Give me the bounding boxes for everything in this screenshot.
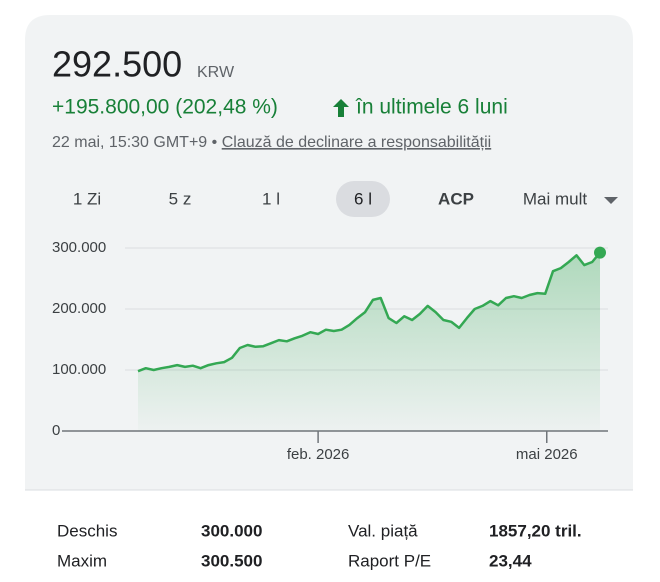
stats-table: Deschis 300.000 Val. piață 1857,20 tril. Max… (57, 521, 582, 570)
dropdown-arrow[interactable] (604, 197, 618, 204)
currency: KRW (197, 64, 235, 81)
stat-value: 23,44 (489, 551, 532, 570)
price: 292.500 (52, 44, 182, 85)
stat-label: Maxim (57, 551, 107, 570)
card-background (25, 15, 633, 582)
price-line (137, 251, 601, 373)
range-tab[interactable]: ACP (438, 189, 474, 208)
area-fill (138, 252, 600, 431)
stat-label: Val. piață (348, 521, 418, 540)
tab-selected-pill (336, 181, 390, 217)
stat-value: 1857,20 tril. (489, 521, 582, 540)
timestamp-text: 22 mai, 15:30 GMT+9 (52, 134, 207, 151)
y-tick-label: 300.000 (52, 239, 106, 256)
range-tab[interactable]: 1 Zi (73, 189, 101, 208)
range-tab[interactable]: 5 z (169, 189, 192, 208)
range-tab[interactable]: 1 l (262, 189, 280, 208)
stat-value: 300.500 (201, 551, 262, 570)
stats-background (25, 490, 633, 582)
x-tick-label: mai 2026 (516, 446, 578, 463)
price-chart: 0 100.000 200.000 300.000 feb. 2026 mai 2026 (52, 239, 608, 463)
range-tab[interactable]: Mai mult (523, 189, 588, 208)
stat-label: Deschis (57, 521, 117, 540)
up-arrow (333, 99, 349, 117)
y-tick-label: 100.000 (52, 361, 106, 378)
separator: • (212, 134, 218, 151)
y-tick-label: 0 (52, 422, 60, 439)
stat-label: Raport P/E (348, 551, 431, 570)
timestamp: 22 mai, 15:30 GMT+9 • Clauză de declinar… (52, 134, 491, 151)
range-tab[interactable]: 6 l (354, 189, 372, 208)
period: în ultimele 6 luni (355, 96, 508, 119)
last-point (594, 246, 606, 259)
disclaimer-link[interactable]: Clauză de declinare a responsabilității (222, 134, 492, 151)
stat-value: 300.000 (201, 521, 262, 540)
change: +195.800,00 (202,48 %) (52, 96, 278, 119)
x-tick-label: feb. 2026 (287, 446, 350, 463)
range-tabs: 1 Zi 5 z 1 l 6 l ACP Mai mult (73, 181, 618, 217)
y-tick-label: 200.000 (52, 300, 106, 317)
